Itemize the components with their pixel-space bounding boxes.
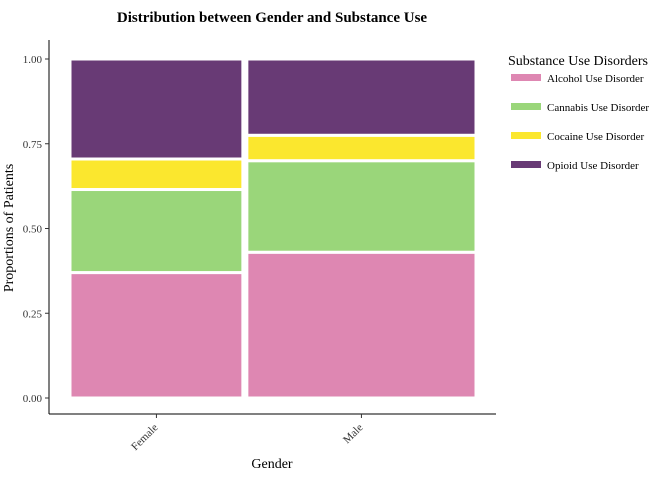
y-tick-label: 0.75 [23, 139, 43, 151]
legend: Substance Use Disorders Alcohol Use Diso… [508, 54, 649, 172]
legend-swatch-alcohol-use-disorder [511, 74, 541, 81]
legend-label-alcohol-use-disorder: Alcohol Use Disorder [547, 73, 644, 85]
x-tick-label-female: Female [129, 422, 160, 453]
tile-female-cannabis-use-disorder [68, 188, 245, 275]
legend-label-opioid-use-disorder: Opioid Use Disorder [547, 160, 639, 172]
x-tick-label-male: Male [341, 422, 366, 447]
legend-swatch-cannabis-use-disorder [511, 103, 541, 110]
y-tick-label: 1.00 [23, 54, 43, 66]
tile-male-cocaine-use-disorder [245, 133, 478, 163]
tile-male-alcohol-use-disorder [245, 250, 478, 400]
y-axis: 0.00 0.25 0.50 0.75 1.00 [23, 40, 50, 414]
y-tick-label: 0.50 [23, 224, 43, 236]
tile-male-opioid-use-disorder [245, 57, 478, 137]
x-axis: Female Male [49, 413, 496, 453]
tile-female-opioid-use-disorder [68, 57, 245, 161]
legend-swatch-cocaine-use-disorder [511, 132, 541, 139]
x-axis-title: Gender [251, 457, 293, 472]
legend-label-cocaine-use-disorder: Cocaine Use Disorder [547, 131, 644, 143]
tile-female-alcohol-use-disorder [68, 271, 245, 400]
tile-female-cocaine-use-disorder [68, 157, 245, 192]
plot-area [68, 57, 478, 400]
legend-title: Substance Use Disorders [508, 54, 648, 69]
y-tick-label: 0.00 [23, 393, 43, 405]
tile-male-cannabis-use-disorder [245, 159, 478, 254]
legend-swatch-opioid-use-disorder [511, 161, 541, 168]
y-axis-title: Proportions of Patients [2, 164, 17, 292]
legend-label-cannabis-use-disorder: Cannabis Use Disorder [547, 102, 649, 114]
chart-title: Distribution between Gender and Substanc… [117, 10, 428, 26]
y-tick-label: 0.25 [23, 308, 43, 320]
